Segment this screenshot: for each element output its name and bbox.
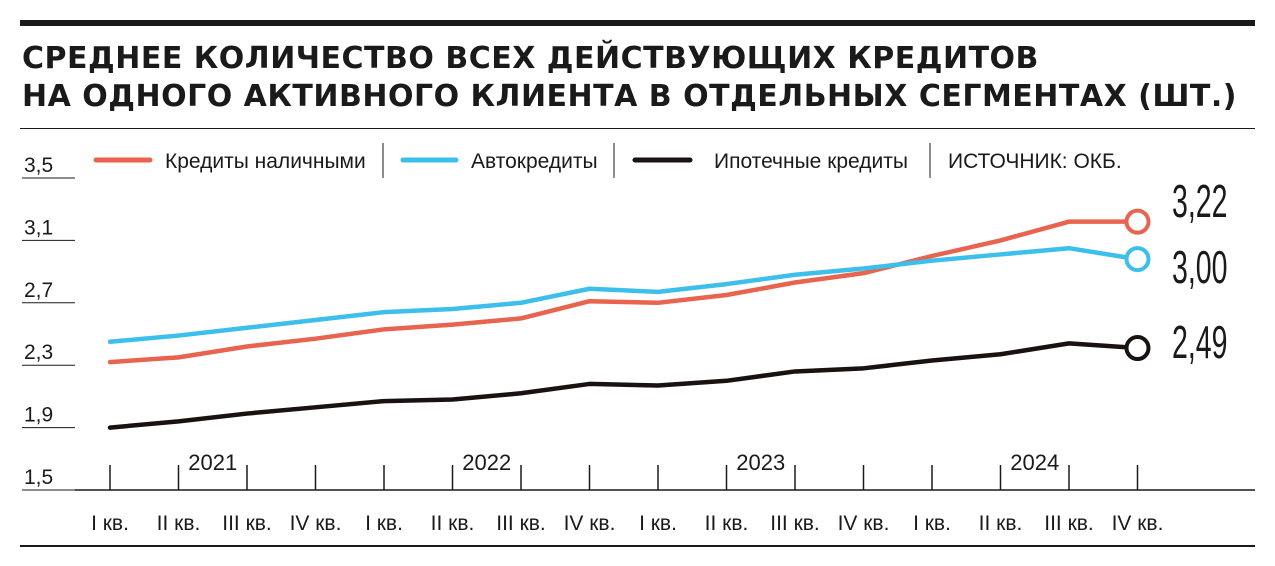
x-tick-label: II кв.	[431, 512, 475, 535]
year-label: 2021	[188, 450, 237, 475]
end-value-label: 3,00	[1172, 242, 1228, 294]
end-value-label: 2,49	[1172, 317, 1228, 369]
x-tick-label: II кв.	[705, 512, 749, 535]
end-marker	[1124, 208, 1151, 235]
end-marker	[1124, 246, 1151, 273]
chart-title-line-2: НА ОДНОГО АКТИВНОГО КЛИЕНТА В ОТДЕЛЬНЫХ …	[22, 79, 1238, 114]
bottom-rule	[20, 545, 1255, 547]
year-label: 2022	[462, 450, 511, 475]
end-value-labels: 3,22 3,00 2,49	[1172, 176, 1228, 369]
x-axis: I кв. II кв. III кв. IV кв. I кв. II кв. III к…	[75, 465, 1255, 535]
chart-title-line-1: СРЕДНЕЕ КОЛИЧЕСТВО ВСЕХ ДЕЙСТВУЮЩИХ КРЕД…	[22, 41, 1039, 76]
x-tick-label: III кв.	[1044, 512, 1094, 535]
x-tick-label: III кв.	[770, 512, 820, 535]
y-tick-label: 1,9	[24, 404, 53, 427]
legend: ИСТОЧНИК: ОКБ. Кредиты наличными Автокред…	[93, 143, 1122, 178]
source-note: ИСТОЧНИК: ОКБ.	[948, 150, 1122, 173]
x-tick-label: IV кв.	[290, 512, 342, 535]
y-axis: 3,5 3,1 2,7 2,3 1,9 1,5	[22, 154, 75, 491]
series-line	[107, 341, 1140, 430]
y-tick-label: 3,1	[24, 216, 53, 239]
x-tick-label: IV кв.	[564, 512, 616, 535]
series-lines	[107, 208, 1151, 430]
y-tick-label: 1,5	[24, 466, 53, 489]
x-tick-label: II кв.	[157, 512, 201, 535]
x-tick-label: I кв.	[913, 512, 951, 535]
y-tick-label: 2,3	[24, 341, 53, 364]
series-line	[107, 219, 1140, 365]
legend-label: Автокредиты	[471, 150, 598, 173]
year-label: 2023	[736, 450, 785, 475]
legend-label: Кредиты наличными	[165, 150, 366, 173]
top-rule	[20, 20, 1255, 26]
year-labels: 2021 2022 2023 2024	[188, 450, 1059, 475]
end-value-label: 3,22	[1172, 176, 1228, 228]
x-tick-label: I кв.	[365, 512, 403, 535]
end-marker	[1124, 335, 1151, 362]
legend-label: Ипотечные кредиты	[714, 150, 908, 173]
x-tick-label: III кв.	[496, 512, 546, 535]
x-tick-label: IV кв.	[838, 512, 890, 535]
series-line	[107, 245, 1140, 345]
y-tick-label: 3,5	[24, 154, 53, 177]
title-underline	[20, 128, 1255, 129]
x-tick-label: II кв.	[979, 512, 1023, 535]
y-tick-label: 2,7	[24, 279, 53, 302]
year-label: 2024	[1010, 450, 1059, 475]
chart-title: СРЕДНЕЕ КОЛИЧЕСТВО ВСЕХ ДЕЙСТВУЮЩИХ КРЕД…	[22, 40, 1252, 116]
x-tick-label: I кв.	[639, 512, 677, 535]
x-tick-label: I кв.	[91, 512, 129, 535]
x-tick-label: III кв.	[222, 512, 272, 535]
x-tick-label: IV кв.	[1112, 512, 1164, 535]
